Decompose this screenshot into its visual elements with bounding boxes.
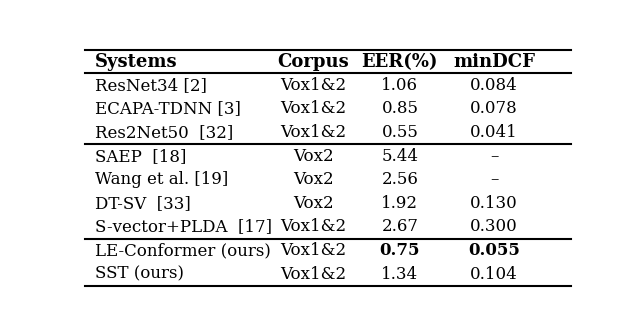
Text: 0.130: 0.130	[470, 195, 518, 212]
Text: Vox1&2: Vox1&2	[280, 77, 346, 94]
Text: LE-Conformer (ours): LE-Conformer (ours)	[95, 242, 271, 259]
Text: 0.85: 0.85	[381, 100, 419, 117]
Text: Vox1&2: Vox1&2	[280, 100, 346, 117]
Text: Vox1&2: Vox1&2	[280, 218, 346, 236]
Text: –: –	[490, 171, 499, 188]
Text: ECAPA-TDNN [3]: ECAPA-TDNN [3]	[95, 100, 241, 117]
Text: 1.34: 1.34	[381, 266, 419, 283]
Text: 0.55: 0.55	[381, 124, 419, 141]
Text: 0.078: 0.078	[470, 100, 518, 117]
Text: 0.084: 0.084	[470, 77, 518, 94]
Text: 0.055: 0.055	[468, 242, 520, 259]
Text: 0.041: 0.041	[470, 124, 518, 141]
Text: Vox2: Vox2	[293, 171, 333, 188]
Text: 0.300: 0.300	[470, 218, 518, 236]
Text: Vox2: Vox2	[293, 195, 333, 212]
Text: ResNet34 [2]: ResNet34 [2]	[95, 77, 207, 94]
Text: Systems: Systems	[95, 52, 177, 71]
Text: EER(%): EER(%)	[362, 52, 438, 71]
Text: 0.75: 0.75	[380, 242, 420, 259]
Text: Corpus: Corpus	[277, 52, 349, 71]
Text: –: –	[490, 148, 499, 165]
Text: SAEP  [18]: SAEP [18]	[95, 148, 186, 165]
Text: 2.56: 2.56	[381, 171, 419, 188]
Text: 1.92: 1.92	[381, 195, 419, 212]
Text: 2.67: 2.67	[381, 218, 419, 236]
Text: Vox1&2: Vox1&2	[280, 266, 346, 283]
Text: minDCF: minDCF	[453, 52, 535, 71]
Text: S-vector+PLDA  [17]: S-vector+PLDA [17]	[95, 218, 272, 236]
Text: SST (ours): SST (ours)	[95, 266, 184, 283]
Text: Vox2: Vox2	[293, 148, 333, 165]
Text: 1.06: 1.06	[381, 77, 419, 94]
Text: Wang et al. [19]: Wang et al. [19]	[95, 171, 228, 188]
Text: Vox1&2: Vox1&2	[280, 124, 346, 141]
Text: 5.44: 5.44	[381, 148, 419, 165]
Text: Vox1&2: Vox1&2	[280, 242, 346, 259]
Text: 0.104: 0.104	[470, 266, 518, 283]
Text: DT-SV  [33]: DT-SV [33]	[95, 195, 191, 212]
Text: Res2Net50  [32]: Res2Net50 [32]	[95, 124, 233, 141]
